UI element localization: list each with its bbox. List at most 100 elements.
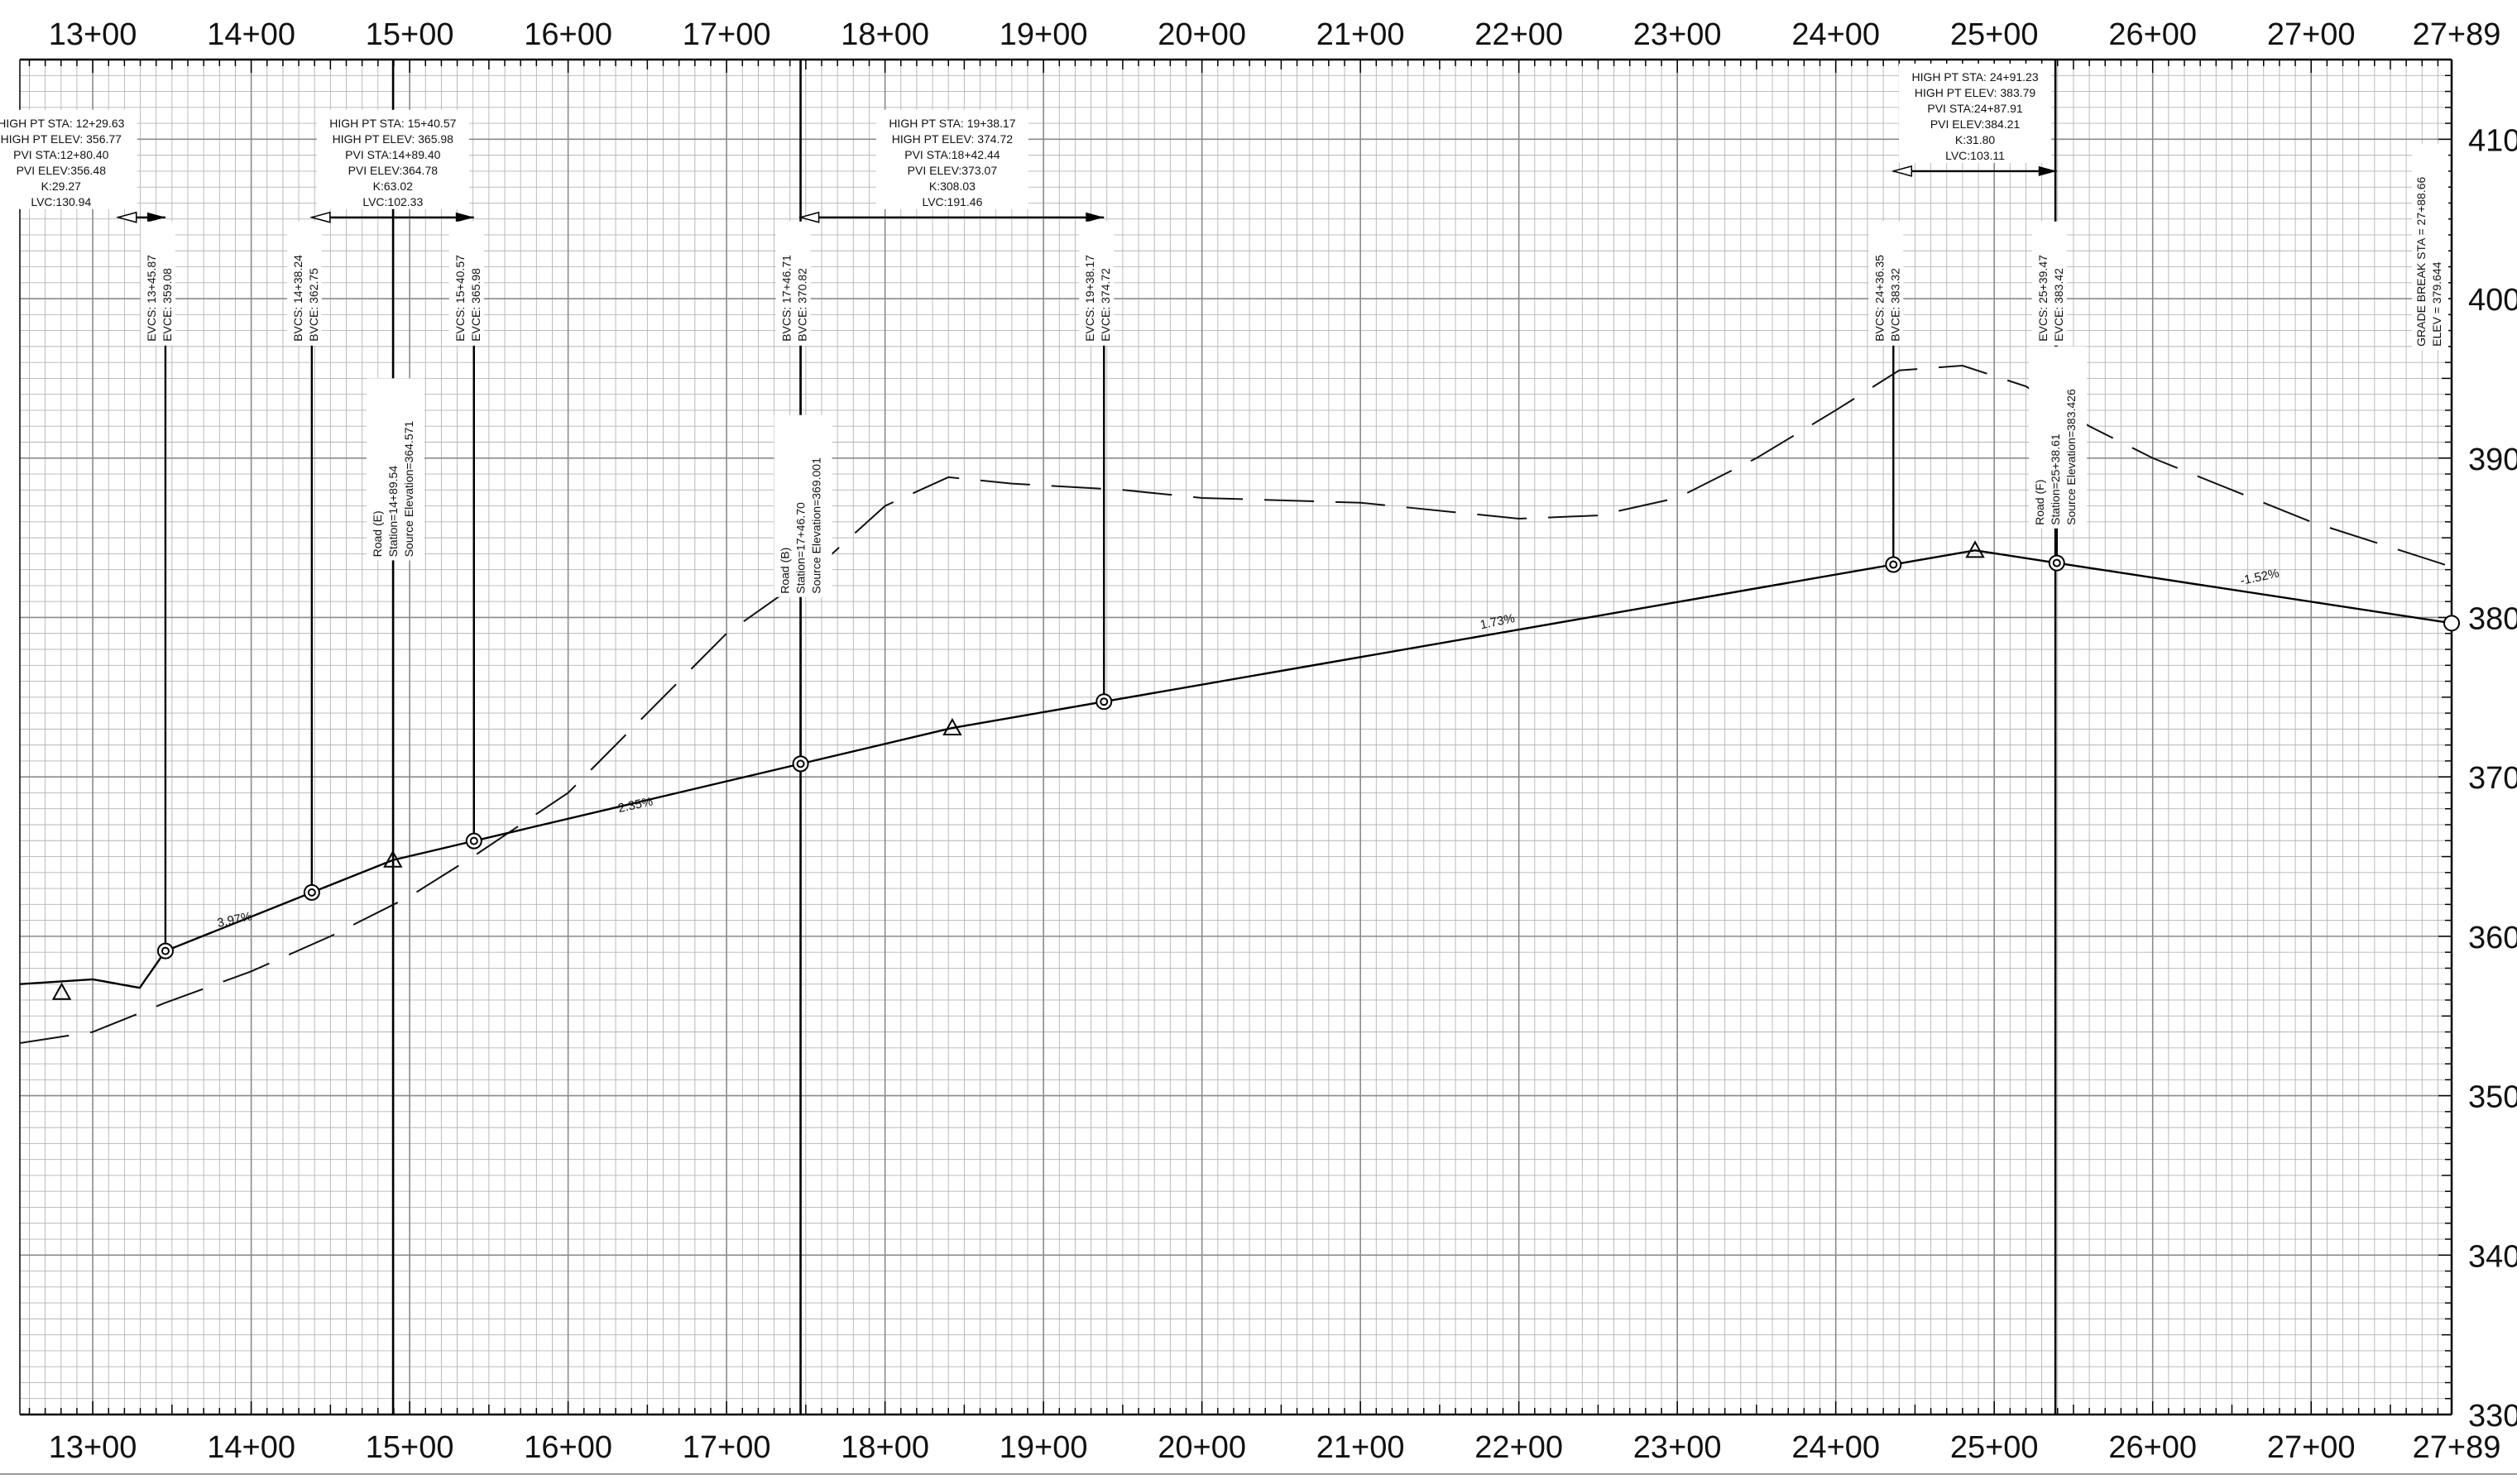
profile-markers: [51, 540, 2460, 1000]
crossing-label-text: Road (F): [2033, 480, 2046, 525]
elevation-label: 400: [2468, 283, 2517, 318]
crossing-label-box: [2029, 346, 2088, 529]
station-label-top: 23+00: [1633, 17, 1722, 52]
curve-info-text: K:308.03: [929, 180, 976, 193]
vc-label-box: [1079, 221, 1115, 346]
vc-point-marker-inner: [469, 836, 478, 845]
crossing-label-box: [367, 378, 425, 561]
curve-arrowhead-left: [1891, 165, 1913, 177]
vc-point-marker-inner: [2052, 558, 2061, 567]
curve-info-text: HIGH PT STA: 24+91.23: [1911, 70, 2038, 84]
curve-info-text: LVC:103.11: [1945, 149, 2005, 162]
station-label-bottom: 26+00: [2108, 1430, 2197, 1465]
station-label-bottom: 23+00: [1633, 1430, 1722, 1465]
vc-label-text: BVCE: 370.82: [796, 268, 809, 342]
minor-grid: [20, 60, 2452, 1415]
grade-break-label-box: [2412, 143, 2448, 351]
grade-break-label-text: ELEV = 379.644: [2430, 261, 2443, 347]
grade-label: 2.35%: [616, 795, 654, 816]
curve-info-text: LVC:102.33: [362, 195, 423, 208]
curve-info-text: HIGH PT STA: 12+29.63: [0, 117, 125, 130]
vc-point-marker-inner: [796, 759, 805, 768]
vc-point-marker-inner: [307, 888, 316, 897]
pvi-triangle-marker: [942, 717, 962, 736]
curve-info-text: PVI ELEV:373.07: [908, 164, 998, 177]
curve-info-text: HIGH PT ELEV: 365.98: [333, 132, 454, 146]
station-label-bottom: 13+00: [49, 1430, 137, 1465]
elevation-label: 370: [2468, 761, 2517, 796]
curve-info-box: [875, 109, 1028, 209]
station-label-top: 25+00: [1950, 17, 2039, 52]
station-label-bottom: 15+00: [366, 1430, 454, 1465]
station-label-top: 27+00: [2267, 17, 2356, 52]
station-label-top: 26+00: [2108, 17, 2197, 52]
elevation-label: 350: [2468, 1080, 2517, 1115]
crossing-label-text: Source Elevation=383.426: [2064, 389, 2078, 525]
curve-info-box: [1899, 63, 2052, 163]
major-grid: [20, 60, 2452, 1415]
grade-break-label-text: GRADE BREAK STA = 27+88.66: [2414, 176, 2428, 346]
elevation-label: 360: [2468, 921, 2517, 955]
station-label-top: 22+00: [1474, 17, 1563, 52]
station-label-bottom: 25+00: [1950, 1430, 2039, 1465]
station-label-bottom: 17+00: [683, 1430, 771, 1465]
pvi-triangle-marker: [1965, 540, 1985, 558]
plot-frame: [0, 58, 2517, 1475]
vc-label-text: BVCE: 362.75: [307, 268, 320, 342]
pvi-triangle-marker: [51, 982, 72, 1000]
curve-info-text: PVI STA:24+87.91: [1927, 102, 2023, 115]
grade-label: 3.97%: [216, 909, 253, 930]
station-label-top: 24+00: [1791, 17, 1880, 52]
vc-label-text: EVCS: 13+45.87: [145, 255, 158, 342]
vc-label-box: [140, 221, 175, 346]
curve-info-text: K:63.02: [373, 180, 413, 193]
station-label-bottom: 14+00: [207, 1430, 295, 1465]
station-label-bottom: 19+00: [1000, 1430, 1088, 1465]
vc-label-text: EVCE: 383.42: [2052, 268, 2065, 342]
crossing-label-text: Station=14+89.54: [386, 466, 400, 558]
vc-label-box: [286, 221, 322, 346]
vc-point-marker-inner: [161, 946, 170, 955]
vc-label-box: [1868, 221, 1904, 346]
axis-labels: 13+00 13+00 14+00 14+00 15+00 15+00 16+00 16+00…: [49, 17, 2517, 1465]
crossing-label-text: Station=17+46.70: [794, 502, 808, 594]
curve-arrowhead-right: [2038, 165, 2057, 176]
curve-arrowhead-left: [309, 211, 331, 223]
station-label-top: 18+00: [841, 17, 929, 52]
curve-arrowhead-right: [455, 212, 474, 223]
station-label-bottom: 27+89: [2413, 1430, 2501, 1465]
crossing-label-text: Road (B): [779, 548, 792, 594]
station-label-bottom: 16+00: [524, 1430, 612, 1465]
curve-arrowhead-right: [146, 212, 165, 223]
elevation-label: 330: [2468, 1399, 2517, 1434]
station-label-top: 17+00: [683, 17, 771, 52]
station-label-top: 13+00: [49, 17, 137, 52]
vc-label-text: BVCS: 17+46.71: [780, 255, 793, 342]
vc-label-text: EVCS: 19+38.17: [1083, 255, 1096, 342]
station-label-bottom: 18+00: [841, 1430, 929, 1465]
pvi-triangle-marker: [383, 850, 403, 868]
curve-info-text: HIGH PT STA: 15+40.57: [329, 117, 456, 130]
crossing-label-text: Road (E): [371, 510, 384, 557]
curve-arrowhead-left: [115, 211, 137, 223]
crossing-label-text: Source Elevation=364.571: [402, 421, 415, 558]
grade-label: 1.73%: [1479, 611, 1516, 632]
vc-label-text: BVCE: 383.32: [1888, 268, 1901, 342]
curve-info-text: PVI ELEV:364.78: [348, 164, 439, 177]
curve-info-box: [0, 109, 137, 209]
vc-label-text: EVCE: 374.72: [1099, 268, 1112, 342]
curve-info-text: PVI STA:18+42.44: [904, 148, 1000, 161]
station-label-top: 21+00: [1316, 17, 1405, 52]
station-label-top: 15+00: [366, 17, 454, 52]
station-label-bottom: 27+00: [2267, 1430, 2356, 1465]
vc-point-marker-inner: [1889, 560, 1898, 569]
vc-label-text: BVCS: 14+38.24: [291, 255, 304, 342]
station-label-top: 20+00: [1158, 17, 1246, 52]
station-label-top: 14+00: [207, 17, 295, 52]
curve-info-text: HIGH PT ELEV: 356.77: [1, 132, 122, 146]
curve-info-text: PVI STA:14+89.40: [345, 148, 441, 161]
vc-label-box: [448, 221, 484, 346]
station-label-top: 19+00: [1000, 17, 1088, 52]
elevation-label: 380: [2468, 601, 2517, 636]
